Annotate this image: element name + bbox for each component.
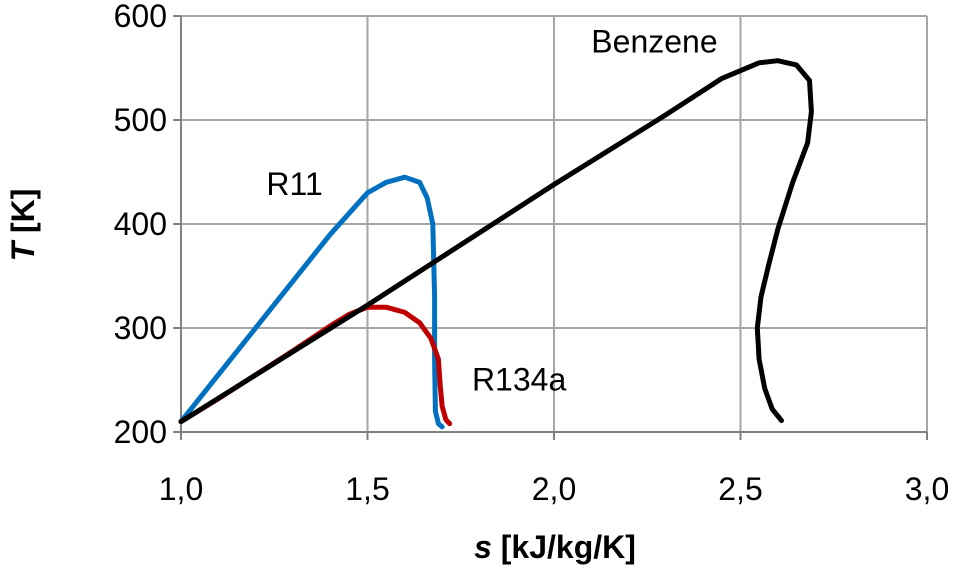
x-axis-variable: s [474,529,492,565]
x-tick-label: 2,0 [532,471,576,507]
grid [181,15,928,432]
series-line-r134a [178,304,453,427]
y-tick-label: 600 [114,0,167,34]
y-axis-variable: T [5,239,41,261]
series-label-r11: R11 [266,166,322,202]
series-line-r11 [178,174,445,430]
series-label-benzene: Benzene [591,23,717,59]
y-tick-label: 400 [114,206,167,242]
x-tick-label: 3,0 [905,471,949,507]
y-axis-title: T [K] [5,189,41,262]
series-label-r134a: R134a [472,361,567,397]
x-tick-label: 1,5 [345,471,389,507]
x-tick-label: 2,5 [718,471,762,507]
y-tick-label: 200 [114,414,167,450]
axes: 200 300 400 500 600 1,0 1,5 2,0 2,5 3,0 [114,0,950,507]
x-axis-title: s [kJ/kg/K] [474,529,636,565]
y-axis-unit: [K] [5,189,41,242]
x-axis-unit: [kJ/kg/K] [492,529,636,565]
series-lines [178,58,814,430]
series-labels: R11 R134a Benzene [266,23,717,397]
x-tick-label: 1,0 [159,471,203,507]
y-tick-label: 500 [114,102,167,138]
series-line-benzene [178,58,814,425]
y-tick-label: 300 [114,310,167,346]
